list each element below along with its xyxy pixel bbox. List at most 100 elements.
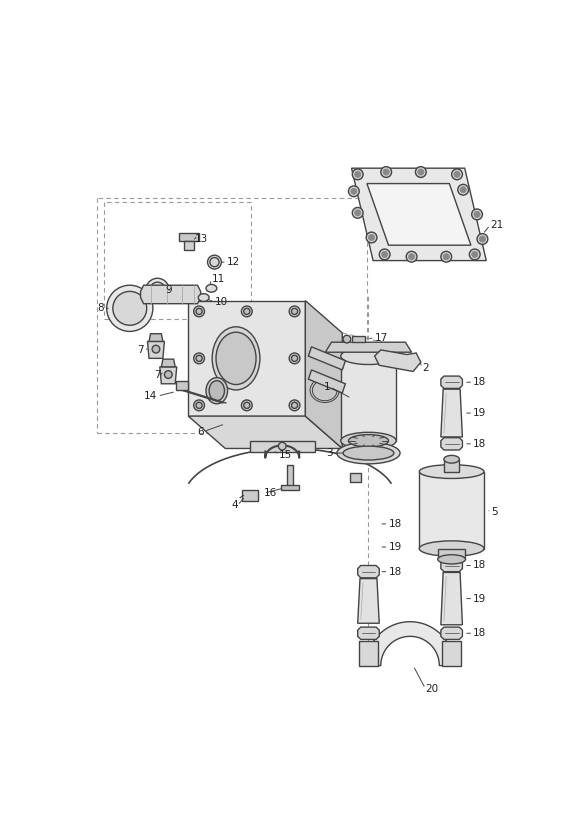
Text: 1: 1 — [324, 382, 330, 392]
Polygon shape — [176, 381, 188, 390]
Circle shape — [113, 292, 147, 325]
Polygon shape — [375, 350, 421, 372]
Circle shape — [458, 185, 469, 195]
Circle shape — [380, 249, 390, 260]
Ellipse shape — [340, 348, 396, 364]
Circle shape — [460, 187, 466, 193]
Text: 18: 18 — [388, 567, 402, 577]
Circle shape — [477, 234, 488, 245]
Circle shape — [289, 306, 300, 316]
Circle shape — [409, 254, 415, 260]
Text: 21: 21 — [490, 220, 503, 230]
Ellipse shape — [343, 446, 394, 460]
Circle shape — [152, 345, 160, 353]
Polygon shape — [441, 573, 462, 625]
Polygon shape — [280, 485, 299, 490]
Circle shape — [418, 169, 424, 176]
Ellipse shape — [209, 381, 224, 400]
Text: 11: 11 — [212, 274, 224, 284]
Polygon shape — [444, 459, 459, 471]
Circle shape — [469, 249, 480, 260]
Polygon shape — [161, 359, 175, 367]
Circle shape — [292, 355, 298, 362]
Text: 18: 18 — [473, 377, 486, 387]
Circle shape — [292, 308, 298, 315]
Circle shape — [368, 234, 375, 241]
Circle shape — [381, 166, 392, 177]
Ellipse shape — [419, 465, 484, 479]
Circle shape — [244, 308, 250, 315]
Circle shape — [472, 209, 482, 220]
Circle shape — [194, 400, 205, 410]
Circle shape — [196, 402, 202, 409]
Text: 14: 14 — [144, 391, 157, 401]
Text: 19: 19 — [473, 593, 486, 604]
Circle shape — [210, 258, 219, 267]
Polygon shape — [438, 549, 465, 559]
Circle shape — [194, 306, 205, 316]
Circle shape — [474, 211, 480, 218]
Circle shape — [150, 282, 165, 297]
Text: 16: 16 — [264, 488, 277, 499]
Ellipse shape — [337, 442, 400, 464]
Ellipse shape — [206, 284, 217, 293]
Polygon shape — [250, 441, 315, 452]
Circle shape — [406, 251, 417, 262]
Polygon shape — [350, 473, 361, 482]
Text: 3: 3 — [326, 448, 332, 458]
Text: 20: 20 — [426, 684, 438, 694]
Text: 19: 19 — [388, 542, 402, 552]
Bar — [442, 641, 461, 666]
Polygon shape — [147, 341, 164, 358]
Polygon shape — [352, 168, 486, 260]
Text: 2: 2 — [422, 363, 429, 372]
Ellipse shape — [206, 377, 227, 404]
Circle shape — [164, 371, 172, 378]
Polygon shape — [179, 233, 199, 241]
Text: 4: 4 — [231, 500, 238, 510]
Text: 6: 6 — [197, 427, 203, 437]
Polygon shape — [188, 301, 305, 416]
Ellipse shape — [438, 555, 465, 564]
Polygon shape — [325, 342, 412, 352]
Polygon shape — [141, 285, 201, 304]
Circle shape — [416, 166, 426, 177]
Text: 5: 5 — [491, 507, 498, 517]
Polygon shape — [242, 490, 258, 501]
Polygon shape — [340, 356, 396, 441]
Polygon shape — [358, 578, 380, 623]
Text: 18: 18 — [473, 560, 486, 570]
Polygon shape — [352, 336, 366, 342]
Text: 17: 17 — [375, 333, 388, 343]
Circle shape — [352, 169, 363, 180]
Text: 18: 18 — [388, 519, 402, 529]
Text: 10: 10 — [215, 297, 227, 307]
Circle shape — [292, 402, 298, 409]
Polygon shape — [358, 565, 380, 578]
Circle shape — [354, 210, 361, 216]
Text: 7: 7 — [154, 370, 160, 381]
Circle shape — [289, 400, 300, 410]
Circle shape — [241, 400, 252, 410]
Polygon shape — [441, 438, 462, 450]
Circle shape — [351, 188, 357, 194]
Circle shape — [349, 186, 359, 197]
Ellipse shape — [198, 293, 209, 302]
Circle shape — [479, 236, 486, 242]
Circle shape — [278, 442, 286, 450]
Polygon shape — [184, 241, 195, 250]
Circle shape — [196, 308, 202, 315]
Polygon shape — [367, 184, 471, 246]
Circle shape — [107, 285, 153, 331]
Text: 13: 13 — [195, 234, 208, 244]
Text: 18: 18 — [473, 628, 486, 639]
Ellipse shape — [340, 433, 396, 449]
Polygon shape — [441, 376, 462, 388]
Bar — [359, 641, 378, 666]
Circle shape — [343, 335, 351, 343]
Polygon shape — [358, 627, 380, 639]
Polygon shape — [441, 389, 462, 437]
Circle shape — [194, 353, 205, 363]
Circle shape — [146, 279, 169, 302]
Polygon shape — [308, 370, 345, 393]
